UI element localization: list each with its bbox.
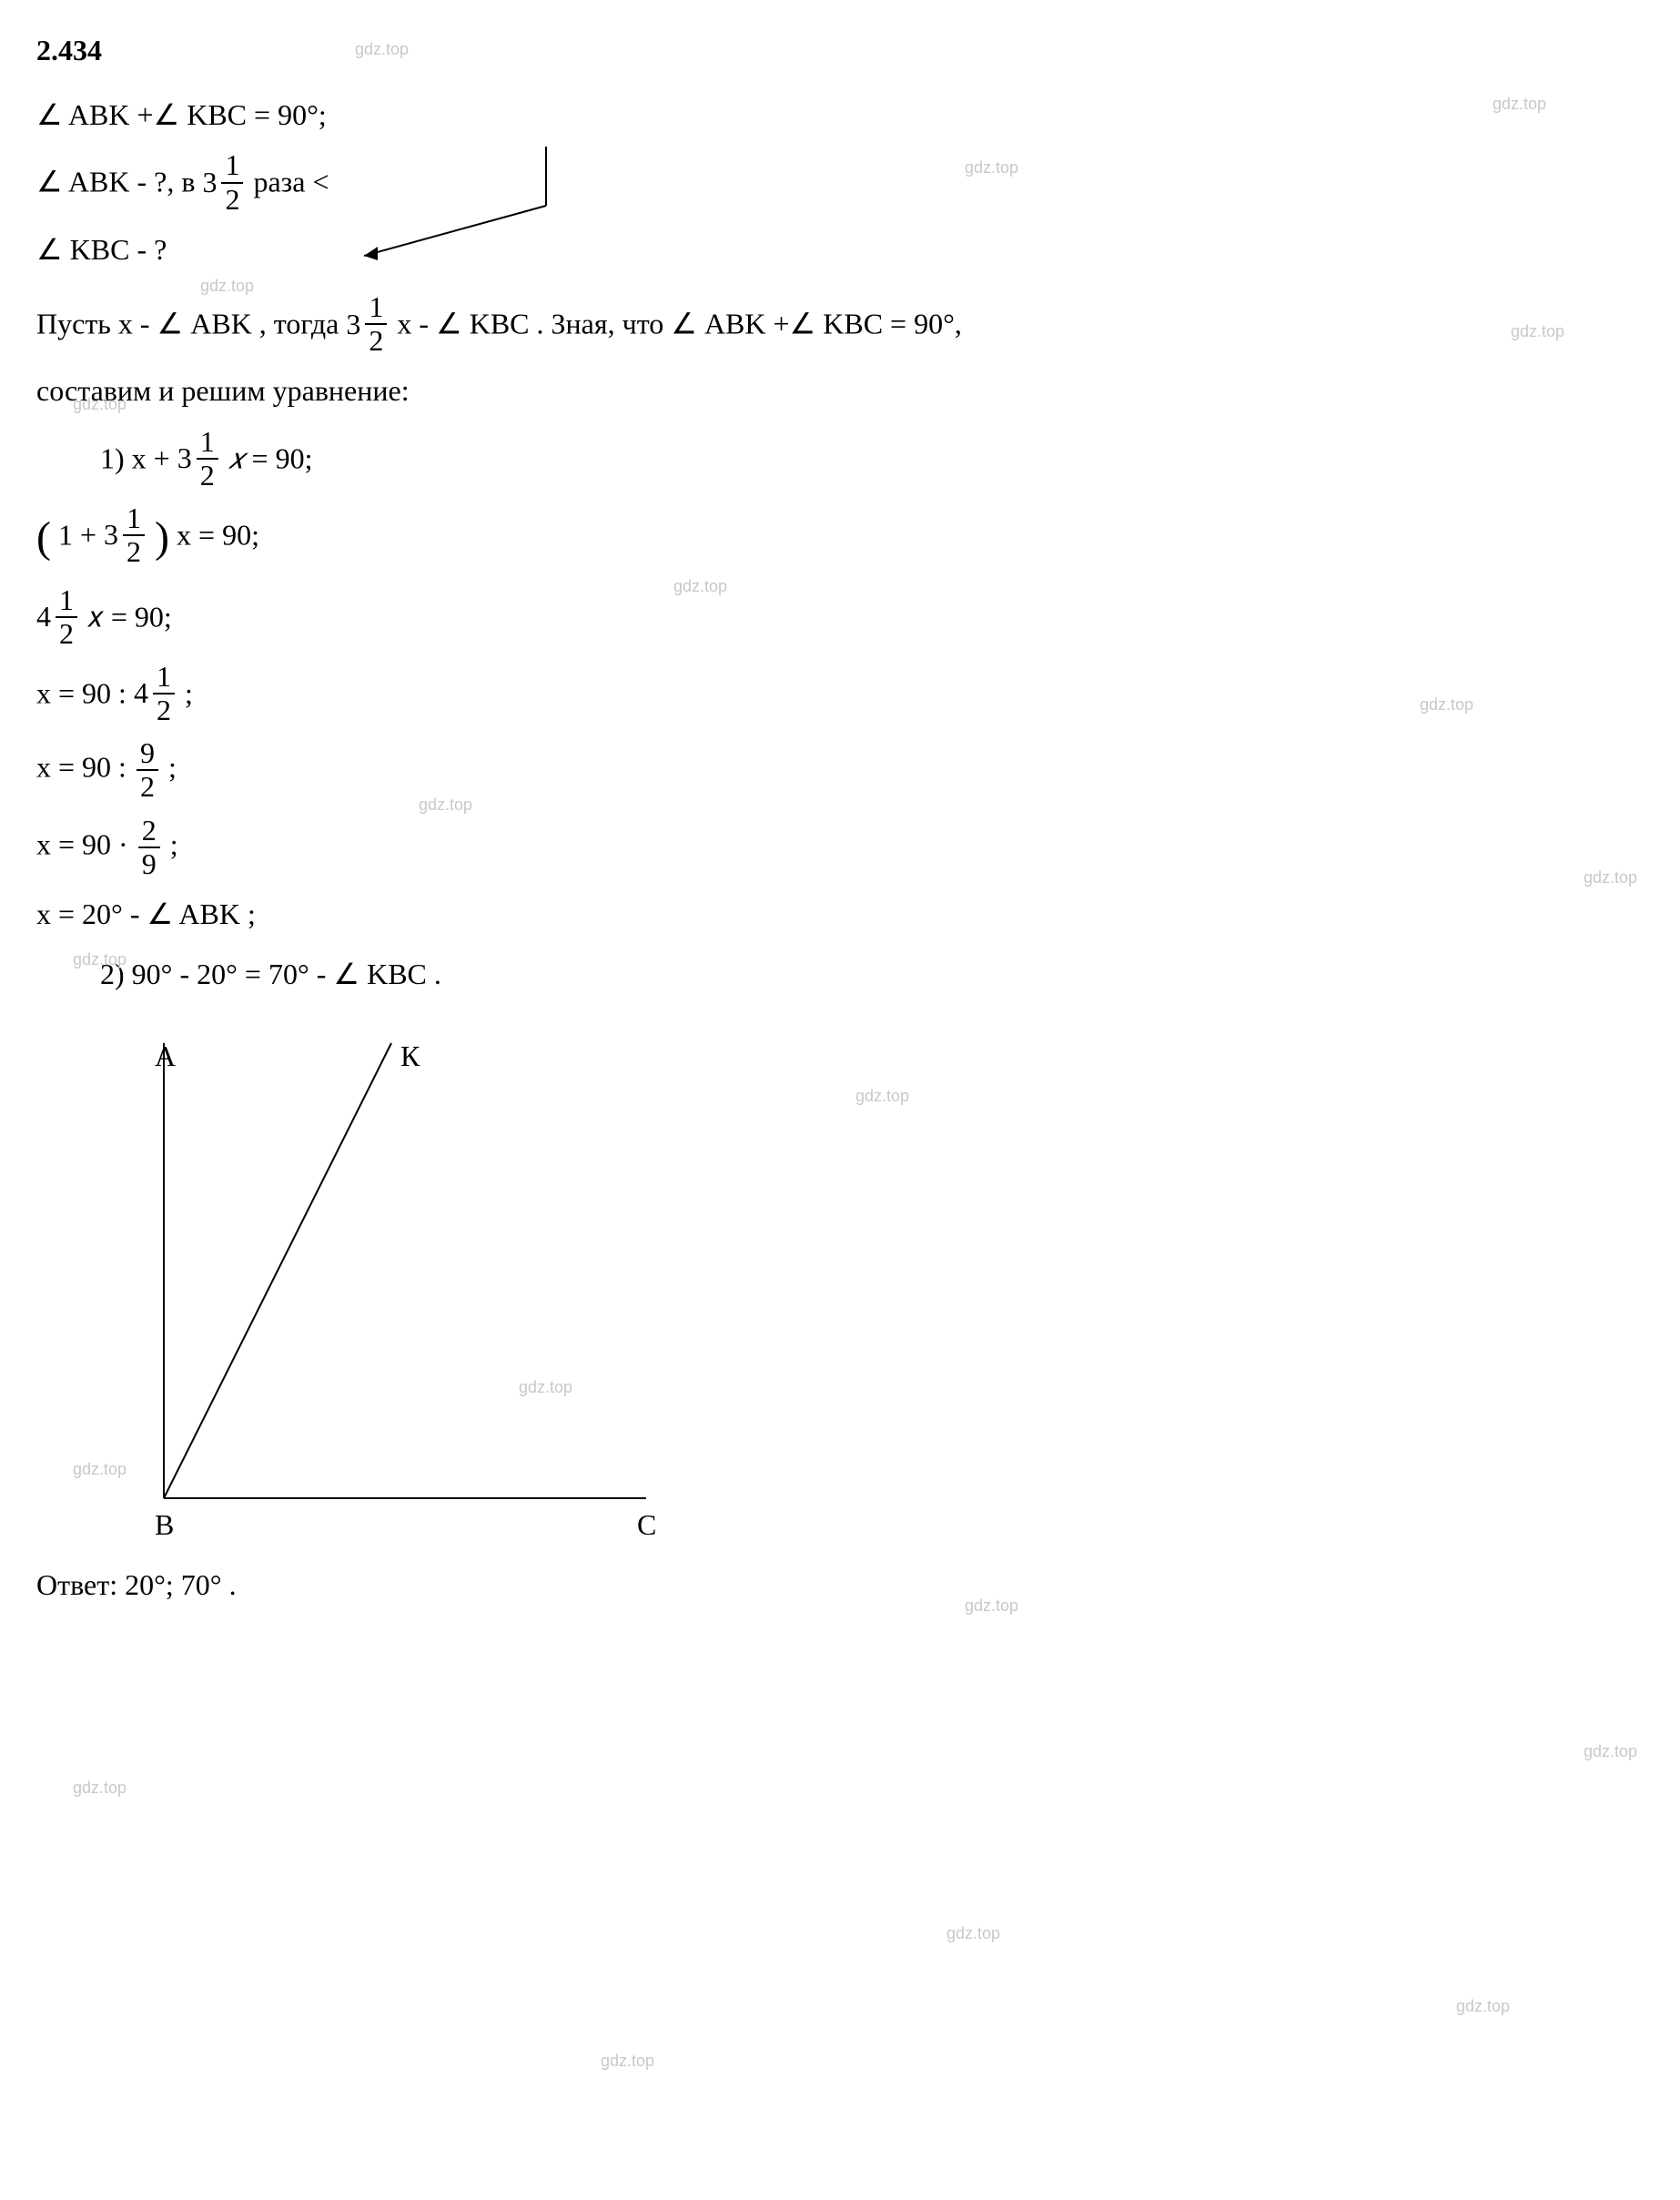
svg-text:А: А [155, 1039, 176, 1072]
watermark-text: gdz.top [601, 2048, 654, 2074]
problem-setup: ∠ ABK +∠ KBC = 90°; ∠ ABK - ?, в 3 1 2 р… [36, 92, 1644, 273]
setup-text-1: Пусть х - ∠ ABK , тогда 3 1 2 х - ∠ KBC … [36, 291, 1644, 357]
abk-line: ∠ ABK - ?, в 3 1 2 раза < [36, 149, 1644, 215]
step-4: x = 90 : 4 1 2 ; [36, 661, 1644, 726]
step-8: 2) 90° - 20° = 70° - ∠ KBC . [36, 951, 1644, 998]
watermark-text: gdz.top [965, 155, 1018, 181]
watermark-text: gdz.top [73, 947, 127, 973]
problem-number: 2.434 [36, 27, 1644, 74]
watermark-text: gdz.top [1584, 865, 1637, 891]
watermark-text: gdz.top [965, 1593, 1018, 1619]
left-paren-icon: ( [36, 513, 51, 562]
document-container: 2.434 ∠ ABK +∠ KBC = 90°; ∠ ABK - ?, в 3… [36, 27, 1644, 1609]
step-7: x = 20° - ∠ ABK ; [36, 891, 1644, 938]
right-paren-icon: ) [155, 513, 169, 562]
svg-text:С: С [637, 1508, 656, 1535]
watermark-text: gdz.top [519, 1374, 572, 1401]
angle-diagram-icon: А К В С [91, 1025, 728, 1535]
mixed-fraction: 3 1 2 [202, 149, 246, 215]
watermark-text: gdz.top [73, 391, 127, 418]
watermark-text: gdz.top [1511, 319, 1564, 345]
step-2: ( 1 + 3 1 2 ) x = 90; [36, 502, 1644, 573]
watermark-text: gdz.top [73, 1456, 127, 1483]
answer: Ответ: 20°; 70° . [36, 1562, 1644, 1608]
watermark-text: gdz.top [419, 792, 472, 818]
setup-text-2: составим и решим уравнение: [36, 368, 1644, 414]
watermark-text: gdz.top [855, 1083, 909, 1110]
step-3: 4 1 2 𝑥 = 90; [36, 584, 1644, 650]
kbc-line: ∠ KBC - ? [36, 227, 1644, 273]
watermark-text: gdz.top [1584, 1739, 1637, 1765]
step-5: x = 90 : 9 2 ; [36, 737, 1644, 803]
step-6: x = 90 · 2 9 ; [36, 815, 1644, 880]
mixed-fraction: 3 1 2 [346, 291, 390, 357]
svg-text:В: В [155, 1508, 174, 1535]
watermark-text: gdz.top [1493, 91, 1546, 117]
equation-line: ∠ ABK +∠ KBC = 90°; [36, 92, 1644, 138]
watermark-text: gdz.top [673, 573, 727, 600]
watermark-text: gdz.top [1456, 1993, 1510, 2020]
watermark-text: gdz.top [200, 273, 254, 299]
watermark-text: gdz.top [1420, 692, 1473, 718]
bracket-arrow-icon [364, 147, 637, 265]
watermark-text: gdz.top [946, 1921, 1000, 1947]
watermark-text: gdz.top [355, 36, 409, 63]
watermark-text: gdz.top [73, 1775, 127, 1801]
svg-text:К: К [400, 1039, 420, 1072]
step-1: 1) x + 3 1 2 𝑥 = 90; [36, 426, 1644, 492]
